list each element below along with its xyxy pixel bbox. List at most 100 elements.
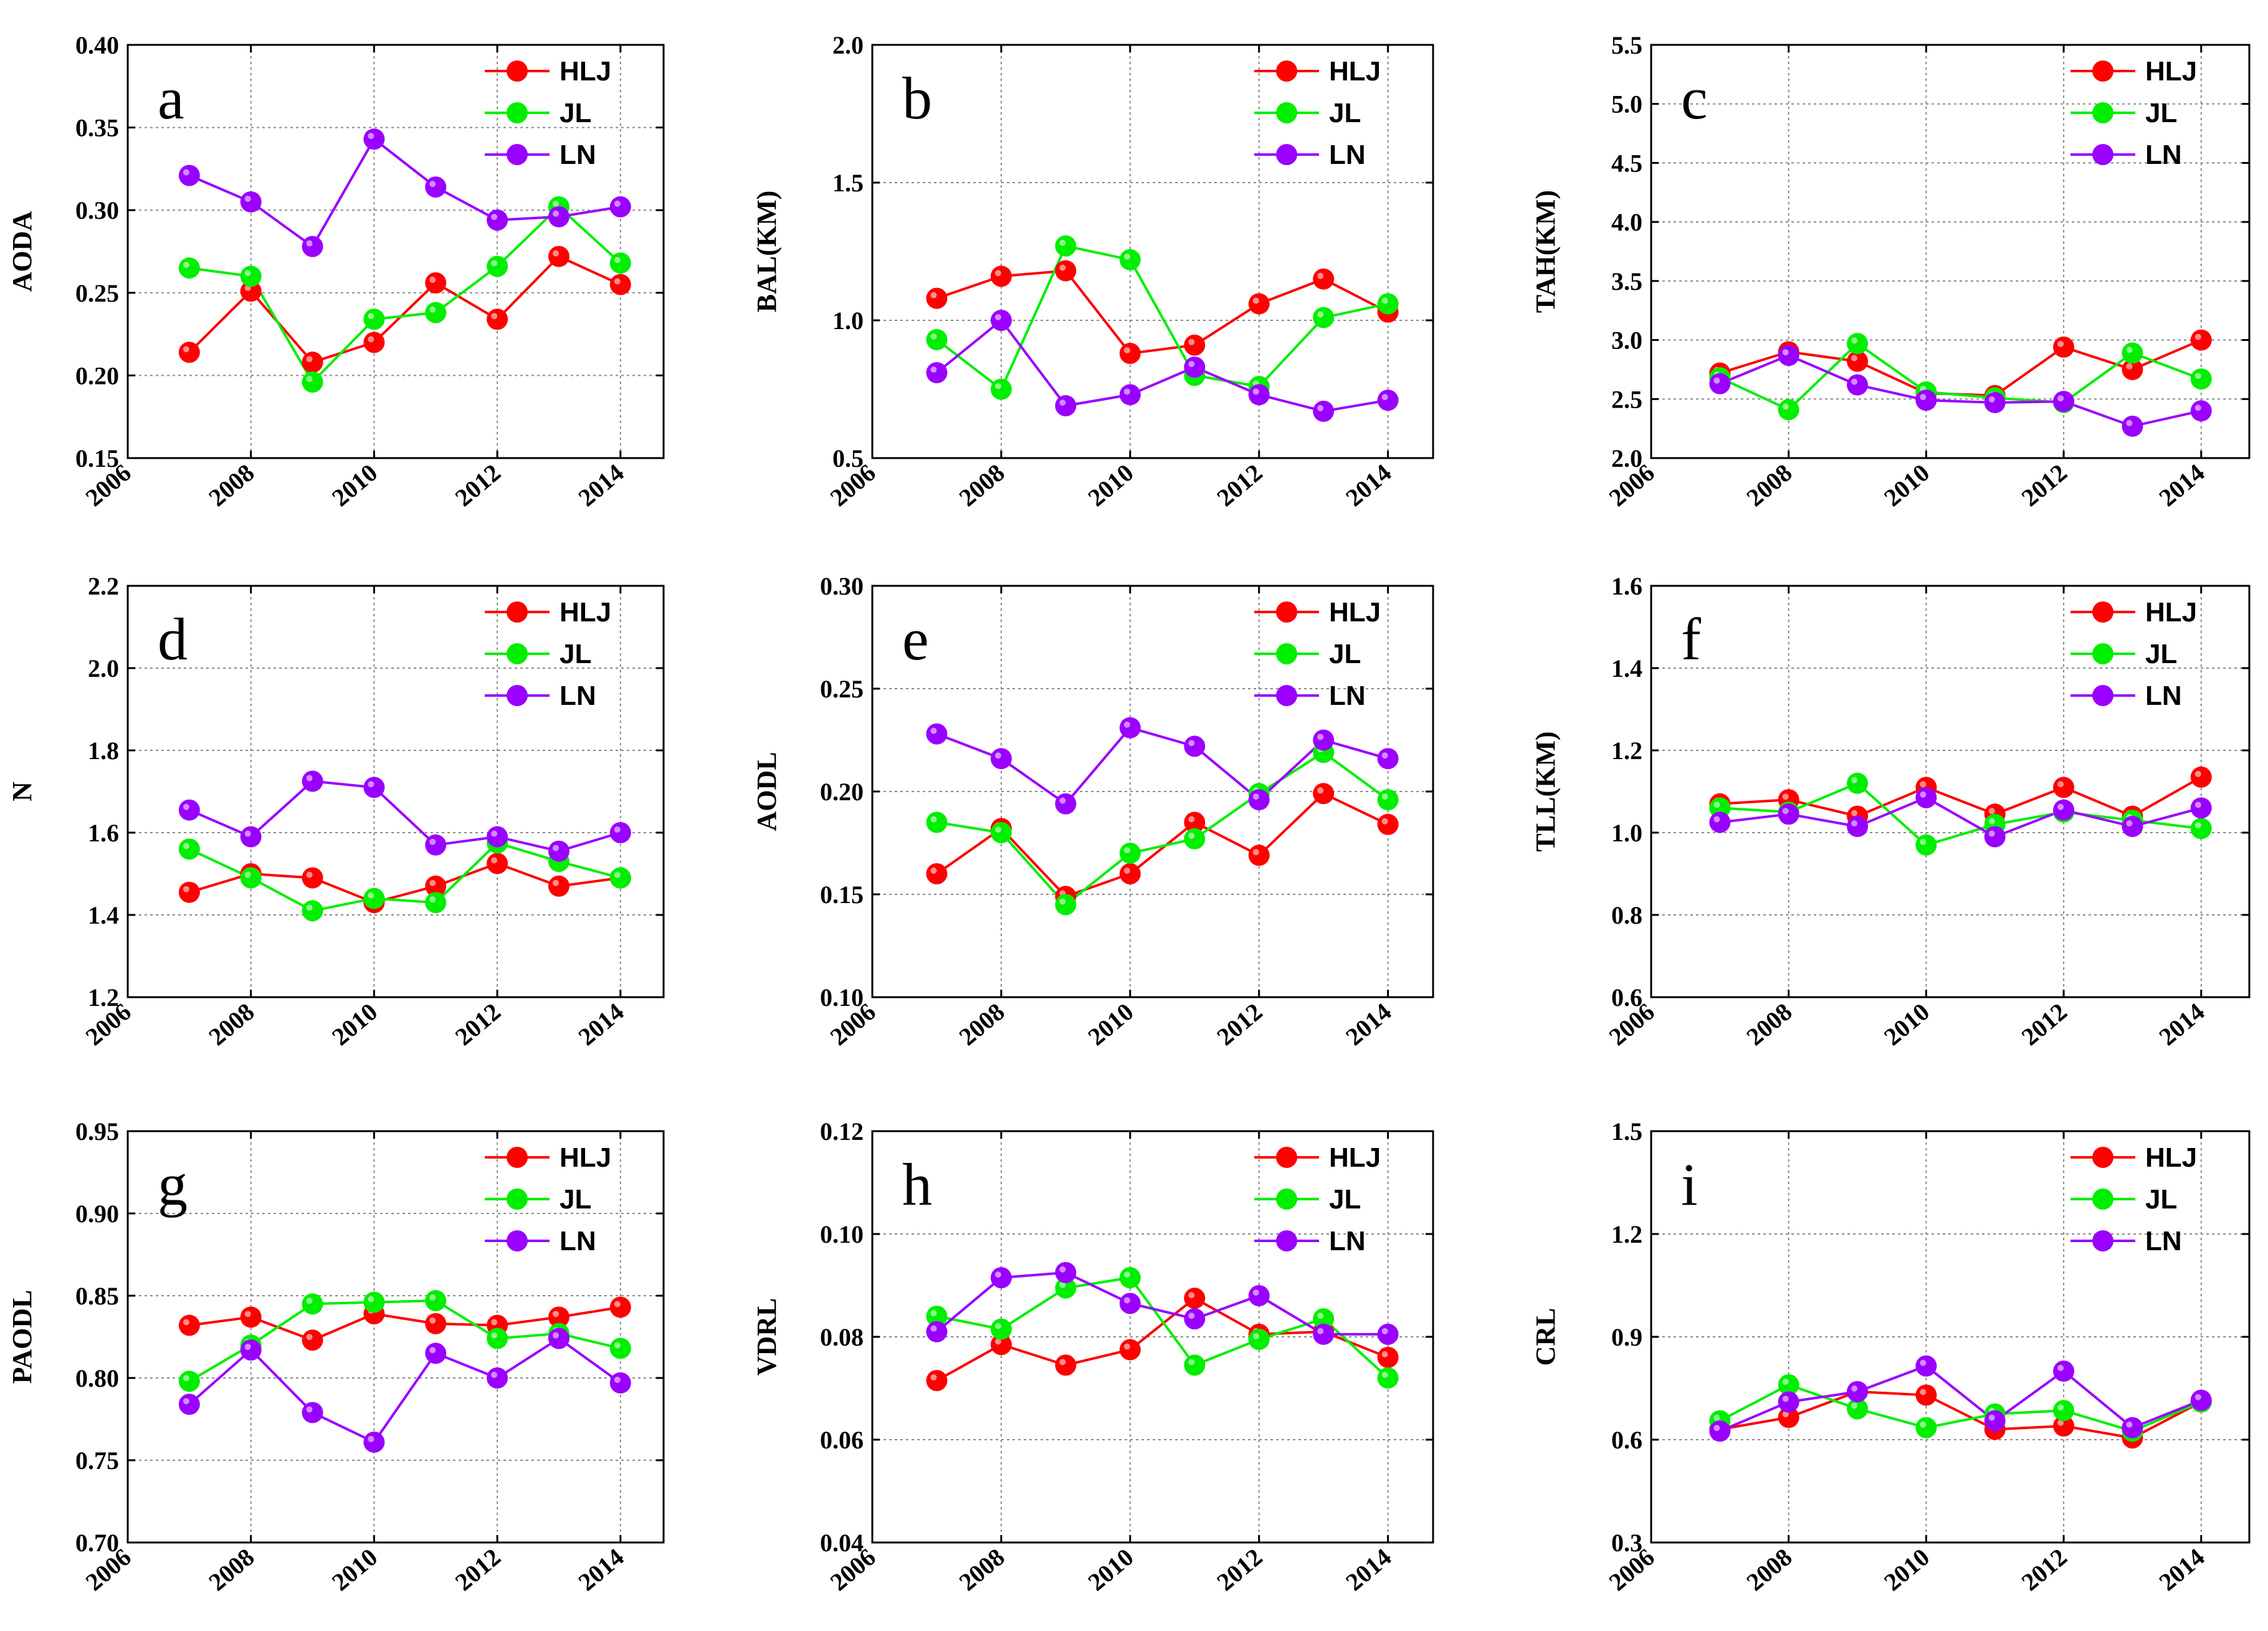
x-tick-label: 2014 xyxy=(2153,997,2209,1051)
series-line-ln xyxy=(1720,796,2202,838)
data-point-highlight xyxy=(1317,404,1324,411)
y-tick-label: 0.25 xyxy=(820,675,864,703)
data-point-highlight xyxy=(2126,1421,2133,1428)
data-point-ln xyxy=(609,1372,631,1394)
legend-label-hlj: HLJ xyxy=(2145,56,2197,87)
plot-area xyxy=(128,586,664,997)
x-tick-label: 2010 xyxy=(326,997,383,1051)
legend-marker-jl xyxy=(2092,102,2113,123)
legend-label-ln: LN xyxy=(560,681,596,711)
legend-marker-jl xyxy=(507,102,528,123)
y-axis-label: TLL(KM) xyxy=(1530,731,1561,851)
data-point-jl xyxy=(1119,249,1141,270)
data-point-highlight xyxy=(1317,272,1324,279)
data-point-hlj xyxy=(1119,1339,1141,1361)
data-point-highlight xyxy=(552,1311,559,1318)
data-point-highlight xyxy=(1381,1327,1388,1334)
data-point-jl xyxy=(363,309,385,330)
legend-marker-jl xyxy=(507,1189,528,1210)
data-point-ln xyxy=(1847,816,1869,838)
data-point-highlight xyxy=(994,1338,1001,1345)
data-point-highlight xyxy=(1381,1351,1388,1357)
data-point-jl xyxy=(926,328,948,350)
data-point-highlight xyxy=(1713,801,1720,808)
data-point-highlight xyxy=(368,1435,374,1442)
data-point-highlight xyxy=(429,1317,436,1324)
y-tick-label: 0.5 xyxy=(832,444,864,472)
data-point-hlj xyxy=(487,853,508,874)
data-point-hlj xyxy=(1377,813,1399,835)
data-point-hlj xyxy=(487,309,508,330)
data-point-highlight xyxy=(930,816,937,823)
data-point-highlight xyxy=(306,871,313,878)
data-point-highlight xyxy=(552,210,559,217)
plot-frame xyxy=(1650,44,2251,459)
data-point-highlight xyxy=(1851,378,1858,385)
y-tick-label: 0.90 xyxy=(75,1200,119,1228)
data-point-jl xyxy=(240,265,262,287)
y-tick-label: 0.3 xyxy=(1611,1529,1642,1557)
data-point-highlight xyxy=(930,333,937,340)
data-point-hlj xyxy=(1184,334,1206,356)
data-point-highlight xyxy=(1988,808,1995,815)
y-tick-label: 0.35 xyxy=(75,114,119,142)
plot-area xyxy=(128,45,664,458)
y-tick-label: 0.30 xyxy=(75,196,119,224)
y-tick-label: 5.5 xyxy=(1611,31,1642,59)
data-point-jl xyxy=(1377,293,1399,315)
series-line-hlj xyxy=(936,792,1389,898)
data-point-jl xyxy=(1915,1417,1937,1438)
data-point-ln xyxy=(1778,1391,1799,1413)
data-point-hlj xyxy=(1184,1288,1206,1309)
data-point-highlight xyxy=(1059,239,1066,246)
data-point-ln xyxy=(302,1402,323,1423)
data-point-ln xyxy=(1847,1381,1869,1402)
legend-label-jl: JL xyxy=(560,1184,591,1215)
data-point-highlight xyxy=(2194,404,2201,411)
data-point-highlight xyxy=(1782,1395,1789,1402)
data-point-hlj xyxy=(2053,777,2075,798)
y-tick-label: 1.5 xyxy=(832,169,864,197)
data-point-highlight xyxy=(1851,810,1858,816)
data-point-ln xyxy=(1313,729,1335,751)
data-point-highlight xyxy=(1317,734,1324,740)
data-point-highlight xyxy=(1988,830,1995,837)
data-point-hlj xyxy=(302,352,323,373)
data-point-highlight xyxy=(1188,1313,1195,1319)
data-point-highlight xyxy=(368,781,374,788)
data-point-highlight xyxy=(1252,793,1259,800)
x-tick-label: 2008 xyxy=(953,997,1009,1051)
data-point-ln xyxy=(178,165,200,186)
data-point-highlight xyxy=(491,1372,498,1378)
plot-area xyxy=(872,45,1433,458)
data-point-ln xyxy=(425,834,447,856)
y-tick-label: 4.5 xyxy=(1611,149,1642,177)
y-tick-label: 0.6 xyxy=(1611,1426,1642,1454)
x-tick-label: 2014 xyxy=(1340,997,1396,1051)
data-point-hlj xyxy=(1055,260,1077,282)
legend-marker-hlj xyxy=(507,60,528,82)
data-point-hlj xyxy=(1313,268,1335,290)
data-point-highlight xyxy=(183,803,189,810)
data-point-ln xyxy=(425,1342,447,1364)
data-point-jl xyxy=(178,838,200,860)
data-point-ln xyxy=(609,196,631,218)
y-tick-label: 2.2 xyxy=(88,572,119,600)
y-tick-label: 1.2 xyxy=(88,983,119,1012)
data-point-hlj xyxy=(548,246,569,267)
data-point-ln xyxy=(2053,1361,2075,1382)
y-axis-label: PAODL xyxy=(7,1290,37,1384)
data-point-highlight xyxy=(2126,363,2133,370)
data-point-ln xyxy=(2122,816,2143,838)
series-line-ln xyxy=(936,726,1389,806)
data-point-highlight xyxy=(244,830,251,837)
y-tick-label: 2.0 xyxy=(1611,444,1642,472)
plot-frame xyxy=(871,44,1434,459)
data-point-hlj xyxy=(1119,863,1141,884)
data-point-jl xyxy=(1915,834,1937,856)
data-point-highlight xyxy=(429,896,436,903)
